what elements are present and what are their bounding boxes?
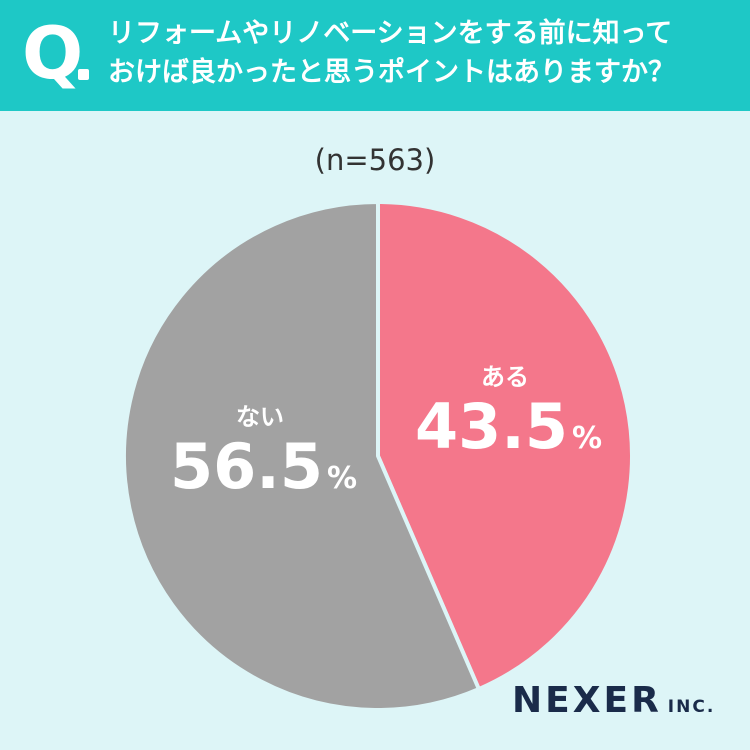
pie-slice-aru (376, 200, 634, 692)
slice-value-aru: 43.5% (415, 390, 602, 474)
question-text: リフォームやリノベーションをする前に知って おけば良かったと思うポイントはありま… (108, 14, 728, 92)
question-line-2: おけば良かったと思うポイントはありますか？ (108, 57, 675, 88)
slice-name-nai: ない (236, 403, 284, 431)
slice-number-aru: 43.5 (415, 390, 568, 463)
brand-suffix: INC. (667, 697, 716, 717)
slice-label-nai: ない 56.5% (170, 402, 357, 514)
slice-unit-aru: % (571, 421, 603, 456)
slice-number-nai: 56.5 (170, 430, 323, 503)
q-dot (78, 69, 89, 80)
slice-label-aru: ある 43.5% (415, 362, 602, 474)
q-letter: Q (22, 11, 84, 95)
sample-size-label: (n=563) (314, 143, 436, 177)
question-line-1: リフォームやリノベーションをする前に知って (108, 18, 673, 49)
brand-name: NEXER (512, 680, 662, 721)
pie-slice-nai (122, 200, 481, 712)
slice-unit-nai: % (326, 461, 358, 496)
slice-name-aru: ある (481, 363, 529, 391)
slice-value-nai: 56.5% (170, 430, 357, 514)
question-header: Q リフォームやリノベーションをする前に知って おけば良かったと思うポイントはあ… (0, 0, 750, 111)
brand-logo: NEXER INC. (512, 680, 715, 721)
